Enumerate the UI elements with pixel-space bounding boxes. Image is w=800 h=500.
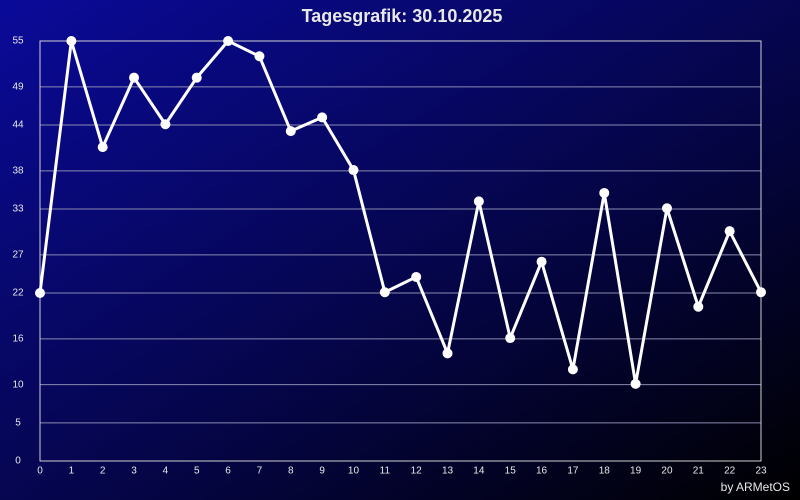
x-tick-label: 0	[37, 466, 43, 477]
x-tick-label: 12	[411, 466, 423, 477]
data-point	[724, 226, 735, 237]
x-tick-label: 10	[348, 466, 360, 477]
data-point	[693, 301, 704, 312]
x-tick-label: 18	[599, 466, 611, 477]
x-tick-label: 16	[536, 466, 548, 477]
data-point	[630, 378, 641, 389]
chart-title: Tagesgrafik: 30.10.2025	[302, 6, 503, 26]
x-tick-label: 3	[131, 466, 137, 477]
x-tick-label: 1	[69, 466, 75, 477]
data-point	[35, 288, 45, 298]
data-point	[411, 271, 422, 282]
y-tick-label: 5	[15, 417, 21, 428]
x-tick-label: 21	[693, 466, 705, 477]
data-point	[661, 203, 672, 214]
data-point	[348, 165, 359, 176]
y-tick-label: 27	[12, 249, 24, 260]
data-point	[191, 72, 202, 83]
credit: by ARMetOS	[721, 480, 790, 494]
data-point	[160, 119, 171, 130]
x-tick-label: 19	[630, 466, 642, 477]
data-point	[442, 348, 453, 359]
y-tick-label: 49	[12, 81, 24, 92]
y-tick-label: 22	[12, 288, 24, 299]
y-tick-label: 16	[12, 333, 24, 344]
x-tick-label: 13	[442, 466, 454, 477]
data-point	[599, 187, 610, 198]
y-tick-label: 55	[12, 36, 24, 47]
data-point	[254, 51, 265, 62]
y-tick-label: 44	[12, 120, 24, 131]
data-point	[536, 256, 547, 267]
data-point	[505, 333, 516, 344]
x-tick-label: 5	[194, 466, 200, 477]
plot-frame	[39, 40, 762, 462]
x-tick-label: 9	[319, 466, 325, 477]
x-tick-label: 23	[755, 466, 767, 477]
data-point	[473, 196, 484, 207]
data-point	[66, 36, 77, 46]
y-tick-label: 0	[15, 456, 21, 467]
data-point	[285, 126, 296, 137]
x-tick-label: 2	[100, 466, 106, 477]
x-tick-label: 17	[567, 466, 579, 477]
data-point	[97, 142, 108, 153]
y-tick-label: 10	[12, 379, 24, 390]
x-tick-label: 8	[288, 466, 294, 477]
x-tick-label: 22	[724, 466, 736, 477]
x-tick-label: 7	[257, 466, 263, 477]
data-point	[223, 36, 234, 46]
data-point	[317, 112, 328, 123]
data-point	[756, 287, 766, 298]
y-tick-label: 38	[12, 165, 24, 176]
x-tick-label: 15	[505, 466, 517, 477]
data-point	[379, 287, 390, 298]
x-tick-label: 20	[661, 466, 673, 477]
x-tick-label: 11	[380, 466, 391, 477]
x-tick-label: 4	[163, 466, 169, 477]
data-line	[38, 39, 763, 386]
y-tick-label: 33	[12, 204, 24, 215]
x-tick-label: 14	[473, 466, 485, 477]
data-point	[567, 364, 578, 375]
data-point	[129, 72, 140, 83]
x-tick-label: 6	[225, 466, 231, 477]
